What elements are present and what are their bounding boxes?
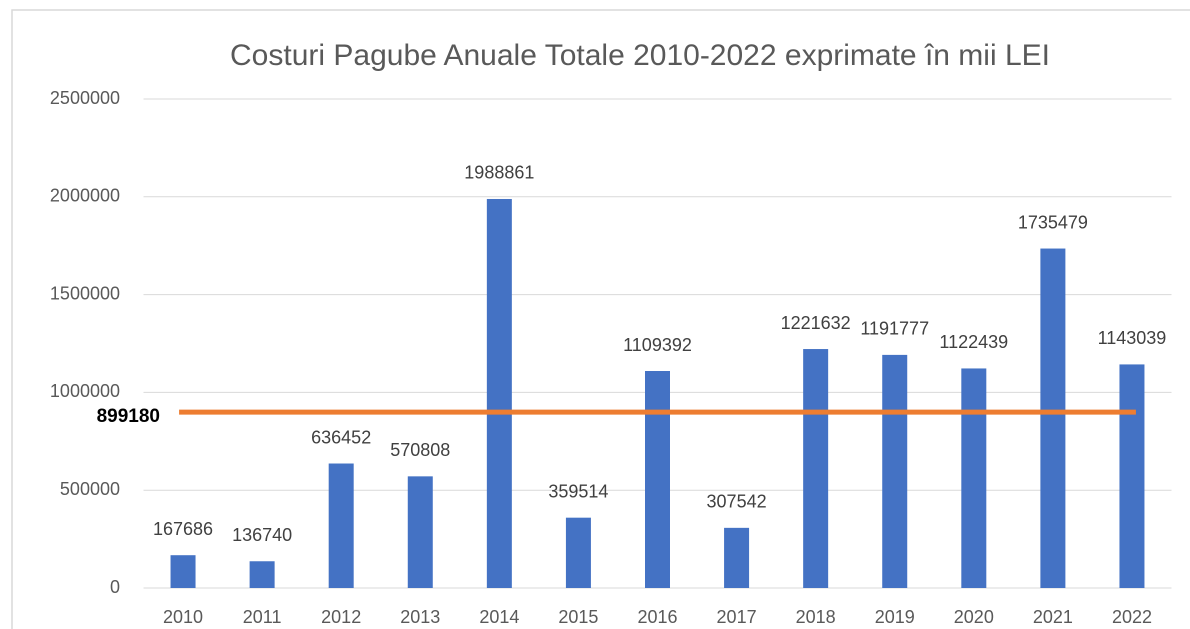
bar [486,198,512,588]
x-tick-label: 2011 [243,607,282,627]
chart-frame [11,9,1190,629]
bar [724,527,750,588]
y-tick-label: 2000000 [50,186,120,206]
bar [645,371,670,588]
value-label: 359514 [548,481,608,501]
x-tick-label: 2021 [1033,607,1073,627]
y-tick-label: 1000000 [50,381,120,401]
bar [565,517,591,588]
bar [1040,248,1066,588]
chart-title: Costuri Pagube Anuale Totale 2010-2022 e… [230,39,1050,72]
y-tick-label: 500000 [60,479,120,499]
x-tick-label: 2013 [400,607,440,627]
value-label: 1109392 [623,335,692,355]
x-tick-label: 2017 [717,607,757,627]
average-label: 899180 [97,406,160,427]
value-label: 1122439 [939,332,1008,352]
bar [1119,364,1145,588]
x-tick-label: 2018 [796,607,836,627]
x-tick-label: 2012 [321,607,361,627]
bar [961,368,987,588]
value-label: 570808 [390,440,450,460]
bar [407,476,433,588]
y-tick-label: 0 [110,577,120,597]
value-label: 1988861 [464,163,534,183]
x-tick-label: 2020 [954,607,994,627]
y-tick-label: 1500000 [50,283,120,303]
value-label: 136740 [232,525,292,545]
value-label: 307542 [707,492,767,512]
x-tick-label: 2022 [1112,607,1152,627]
value-label: 167686 [153,519,213,539]
x-tick-label: 2010 [163,607,203,627]
bar [328,463,354,588]
value-label: 1221632 [781,313,851,333]
x-tick-label: 2019 [875,607,915,627]
x-tick-label: 2015 [558,607,598,627]
y-tick-label: 2500000 [50,88,120,108]
x-tick-label: 2014 [479,607,519,627]
bar [882,354,908,588]
value-label: 1191777 [860,319,929,339]
x-tick-label: 2016 [637,607,677,627]
bar [170,555,196,588]
value-label: 1143039 [1098,328,1167,348]
bar [249,561,275,588]
bar [803,349,829,588]
value-label: 636452 [311,427,371,447]
value-label: 1735479 [1018,212,1088,232]
